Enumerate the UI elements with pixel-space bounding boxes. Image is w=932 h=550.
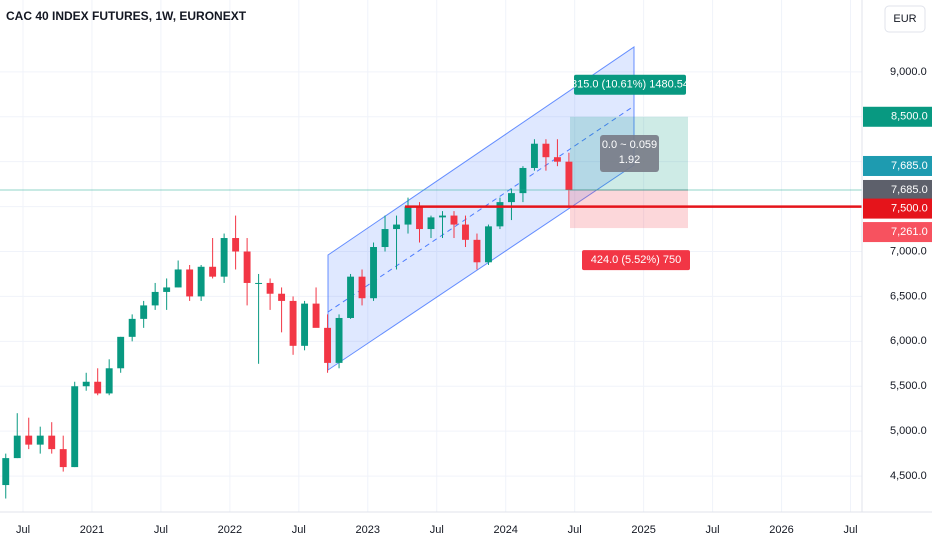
y-tick-label: 5,500.0: [890, 380, 927, 392]
ratio-label: 0.0 ~ 0.059: [602, 139, 657, 151]
candle-body: [174, 269, 182, 288]
candle-body: [485, 226, 492, 263]
candle-body: [358, 276, 366, 299]
x-tick-label: 2021: [80, 524, 104, 536]
y-tick-label: 9,000.0: [890, 66, 927, 78]
candle-body: [393, 224, 400, 230]
candle-body: [209, 266, 217, 277]
candle-body: [519, 167, 527, 194]
candle-body: [82, 381, 90, 387]
grid: [0, 0, 862, 512]
price-tag-label: 8,500.0: [891, 111, 928, 123]
candle-body: [370, 247, 377, 299]
candle-body: [94, 381, 102, 394]
candle-body: [266, 282, 274, 294]
candle-body: [255, 282, 263, 284]
chart-title: CAC 40 INDEX FUTURES, 1W, EURONEXT: [6, 9, 247, 23]
candle-body: [450, 215, 458, 225]
price-tag: [863, 198, 932, 219]
candle-body: [140, 305, 148, 319]
candle-body: [48, 435, 56, 450]
candle-body: [197, 266, 205, 297]
x-tick-label: 2024: [493, 524, 517, 536]
candle-body: [128, 318, 136, 337]
candle-body: [404, 206, 412, 225]
y-tick-label: 6,500.0: [890, 290, 927, 302]
candle-body: [427, 217, 435, 230]
candle-body: [530, 143, 538, 168]
candle-body: [289, 300, 297, 346]
currency-label[interactable]: EUR: [893, 13, 916, 25]
candle-body: [232, 238, 240, 252]
candle-body: [312, 303, 320, 328]
candle-body: [36, 435, 44, 445]
price-tag-label: 7,685.0: [891, 184, 928, 196]
candle-body: [13, 435, 21, 459]
candle-body: [347, 276, 354, 318]
price-tag: [863, 155, 932, 176]
candle-body: [416, 206, 423, 230]
candle-body: [335, 317, 343, 363]
candle-body: [278, 293, 286, 301]
candle-body: [220, 238, 228, 277]
x-tick-label: Jul: [706, 524, 720, 536]
ratio-box: [600, 135, 659, 172]
candle-body: [496, 202, 504, 227]
loss-zone: [570, 189, 688, 229]
candle-body: [151, 291, 159, 306]
x-tick-label: Jul: [154, 524, 168, 536]
x-tick-label: 2025: [631, 524, 655, 536]
x-tick-label: Jul: [16, 524, 30, 536]
overlays: 815.0 (10.61%) 1480.54 424.0 (5.52%) 750 0…: [0, 74, 862, 271]
candle-body: [324, 327, 332, 363]
price-tag-label: 7,500.0: [891, 203, 928, 215]
candle-body: [186, 269, 194, 297]
price-tag-label: 7,685.0: [891, 160, 928, 172]
candle-body: [2, 458, 10, 486]
y-tick-label: 5,000.0: [890, 425, 927, 437]
candle-body: [243, 251, 251, 283]
profit-label: 815.0 (10.61%) 1480.54: [571, 79, 689, 91]
x-tick-label: Jul: [430, 524, 444, 536]
position-tool: [570, 116, 688, 229]
candle-body: [542, 143, 550, 158]
x-tick-label: 2022: [218, 524, 242, 536]
candle-body: [439, 215, 446, 218]
channel-midline: [327, 105, 635, 313]
y-tick-label: 4,500.0: [890, 470, 927, 482]
axes: 4,500.0 5,000.0 5,500.0 6,000.0 6,500.0 7,000…: [16, 66, 932, 536]
candle-body: [508, 193, 515, 203]
candle-body: [71, 386, 79, 468]
candle-body: [473, 239, 481, 263]
price-tag: [863, 106, 932, 127]
price-tag: [863, 179, 932, 200]
candle-body: [381, 229, 389, 248]
profit-label-box: [574, 74, 686, 95]
candle-body: [163, 287, 171, 292]
candle-body: [565, 161, 573, 190]
x-tick-label: 2026: [769, 524, 793, 536]
price-tag: [863, 222, 932, 243]
ratio-label: 1.92: [619, 154, 640, 166]
currency-button[interactable]: [884, 5, 926, 33]
y-tick-label: 6,000.0: [890, 335, 927, 347]
candle-body: [553, 157, 561, 162]
x-tick-label: 2023: [356, 524, 380, 536]
candle-body: [462, 224, 469, 240]
candle-body: [105, 368, 113, 394]
candle-body: [59, 449, 67, 468]
loss-label: 424.0 (5.52%) 750: [591, 254, 682, 266]
x-tick-label: Jul: [843, 524, 857, 536]
y-tick-label: 7,000.0: [890, 245, 927, 257]
candle-body: [25, 435, 33, 445]
candle-body: [117, 336, 125, 369]
x-tick-label: Jul: [292, 524, 306, 536]
x-tick-label: Jul: [568, 524, 582, 536]
candle-body: [301, 303, 309, 346]
loss-label-box: [582, 250, 690, 271]
candles: [2, 139, 573, 499]
price-tag-label: 7,261.0: [891, 226, 928, 238]
